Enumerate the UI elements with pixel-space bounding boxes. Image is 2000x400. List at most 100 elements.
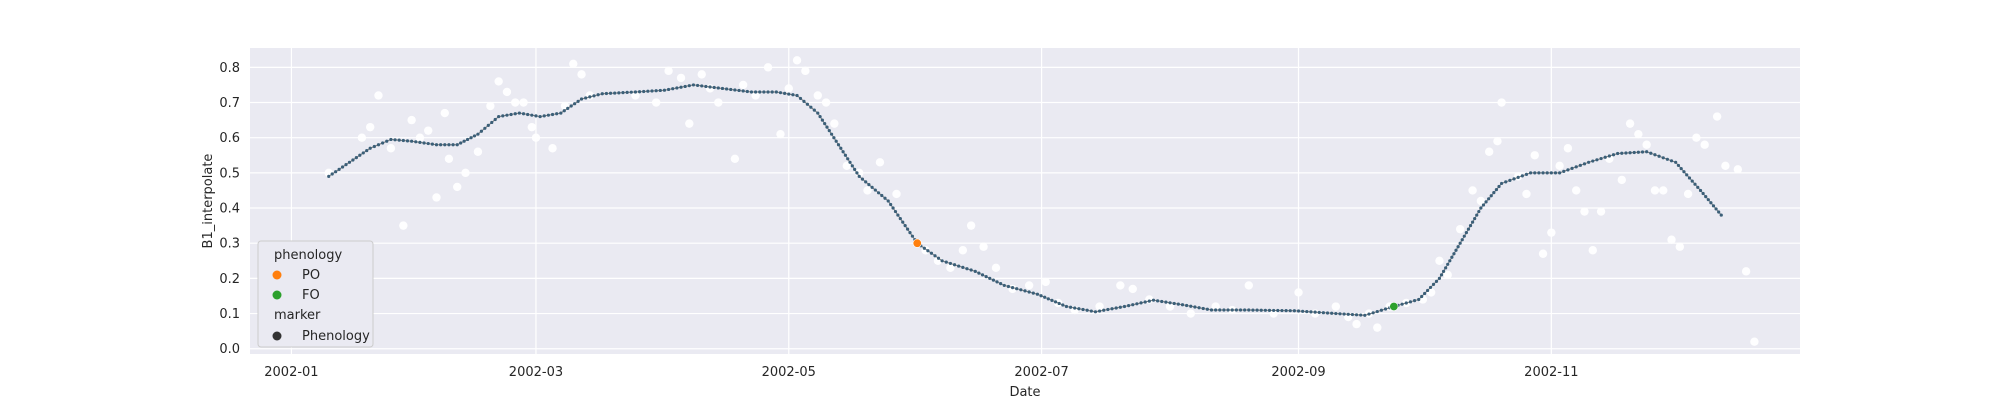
observation-point — [842, 161, 851, 171]
curve-marker — [1591, 159, 1595, 163]
curve-marker — [1172, 301, 1176, 306]
curve-marker — [969, 268, 973, 272]
curve-marker — [846, 157, 850, 161]
curve-marker — [530, 113, 534, 117]
curve-marker — [447, 143, 451, 147]
curve-marker — [783, 91, 787, 95]
x-tick-label: 2002-09 — [1271, 365, 1325, 380]
curve-marker — [1417, 297, 1421, 302]
curve-marker — [1061, 303, 1065, 307]
curve-marker — [1454, 248, 1458, 252]
curve-marker — [1529, 171, 1533, 175]
observation-point — [966, 221, 976, 230]
curve-marker — [1176, 302, 1180, 306]
curve-marker — [1549, 171, 1553, 175]
curve-marker — [1711, 204, 1716, 208]
curve-marker — [493, 117, 497, 122]
curve-marker — [834, 139, 838, 143]
legend-marker-title: marker — [274, 308, 321, 323]
curve-marker — [1628, 151, 1632, 155]
curve-marker — [1492, 191, 1496, 195]
observation-point — [1741, 267, 1751, 276]
observation-point — [365, 122, 375, 132]
curve-marker — [1379, 308, 1384, 312]
x-tick-label: 2002-03 — [509, 365, 563, 380]
y-axis-title: B1_interpolate — [201, 154, 216, 249]
curve-marker — [1305, 309, 1309, 314]
observation-point — [1596, 207, 1606, 216]
curve-marker — [1553, 171, 1558, 175]
curve-marker — [1375, 309, 1379, 314]
observation-point — [738, 80, 748, 90]
curve-marker — [995, 280, 999, 284]
curve-marker — [600, 92, 604, 96]
curve-marker — [650, 89, 654, 93]
curve-marker — [933, 254, 937, 258]
curve-marker — [1243, 308, 1247, 312]
curve-marker — [948, 261, 953, 266]
curve-marker — [1512, 177, 1516, 181]
curve-marker — [1475, 213, 1479, 217]
curve-marker — [832, 136, 836, 140]
observation-point — [1683, 189, 1693, 199]
curve-marker — [538, 114, 542, 119]
curve-marker — [1448, 259, 1452, 263]
curve-marker — [716, 86, 720, 90]
curve-marker — [1151, 298, 1156, 302]
curve-marker — [633, 90, 638, 94]
curve-marker — [573, 102, 577, 106]
curve-marker — [893, 209, 898, 214]
curve-marker — [534, 114, 538, 118]
curve-marker — [1676, 163, 1681, 168]
curve-marker — [922, 246, 926, 250]
curve-marker — [1296, 309, 1301, 313]
observation-point — [1675, 242, 1685, 251]
curve-marker — [896, 213, 900, 217]
curve-marker — [426, 141, 430, 146]
observation-point — [453, 182, 462, 192]
curve-marker — [1645, 150, 1649, 154]
curve-marker — [434, 143, 439, 147]
curve-marker — [936, 256, 941, 260]
observation-point — [1493, 137, 1502, 146]
observation-point — [1455, 224, 1465, 234]
curve-marker — [1717, 210, 1721, 214]
observation-point — [801, 66, 810, 76]
curve-marker — [1006, 284, 1011, 289]
observation-point — [531, 133, 541, 142]
curve-marker — [613, 91, 617, 95]
curve-marker — [1690, 179, 1694, 183]
curve-marker — [1127, 304, 1131, 308]
curve-marker — [1477, 209, 1481, 214]
curve-marker — [1400, 302, 1404, 306]
observation-point — [1588, 246, 1597, 255]
curve-marker — [469, 136, 473, 140]
curve-marker — [1441, 269, 1446, 273]
curve-marker — [798, 96, 803, 101]
curve-marker — [1545, 171, 1549, 175]
curve-marker — [827, 129, 831, 133]
curve-marker — [1516, 175, 1520, 179]
curve-marker — [1582, 162, 1587, 166]
curve-marker — [389, 137, 393, 142]
curve-marker — [462, 139, 466, 143]
curve-marker — [795, 93, 799, 98]
curve-marker — [886, 199, 890, 203]
observation-point — [577, 70, 586, 79]
observation-point — [763, 63, 773, 72]
observation-point — [386, 144, 396, 153]
curve-marker — [1193, 305, 1197, 309]
curve-marker — [1470, 220, 1475, 224]
curve-marker — [1685, 173, 1689, 177]
curve-marker — [1682, 170, 1686, 174]
curve-marker — [562, 109, 566, 113]
curve-marker — [509, 112, 513, 117]
curve-marker — [1363, 313, 1367, 317]
curve-marker — [1057, 301, 1061, 306]
observation-point — [830, 119, 839, 128]
curve-marker — [1408, 300, 1413, 304]
curve-marker — [1218, 308, 1222, 312]
curve-marker — [1578, 163, 1582, 167]
observation-point — [1294, 288, 1303, 297]
curve-marker — [1508, 178, 1512, 182]
